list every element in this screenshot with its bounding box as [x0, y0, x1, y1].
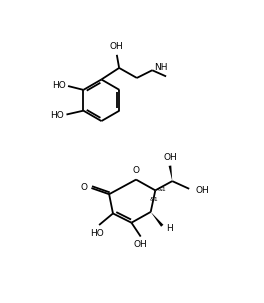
Text: O: O — [133, 166, 140, 175]
Polygon shape — [151, 212, 163, 227]
Text: HO: HO — [52, 81, 66, 90]
Polygon shape — [169, 165, 172, 181]
Text: H: H — [166, 224, 173, 233]
Text: OH: OH — [134, 240, 148, 249]
Text: NH: NH — [154, 63, 168, 72]
Text: HO: HO — [90, 229, 104, 238]
Text: O: O — [81, 183, 88, 192]
Text: OH: OH — [195, 186, 209, 195]
Text: OH: OH — [163, 153, 177, 162]
Text: HO: HO — [50, 111, 64, 120]
Text: &1: &1 — [149, 197, 158, 201]
Text: OH: OH — [110, 42, 124, 51]
Text: &1: &1 — [157, 187, 166, 192]
